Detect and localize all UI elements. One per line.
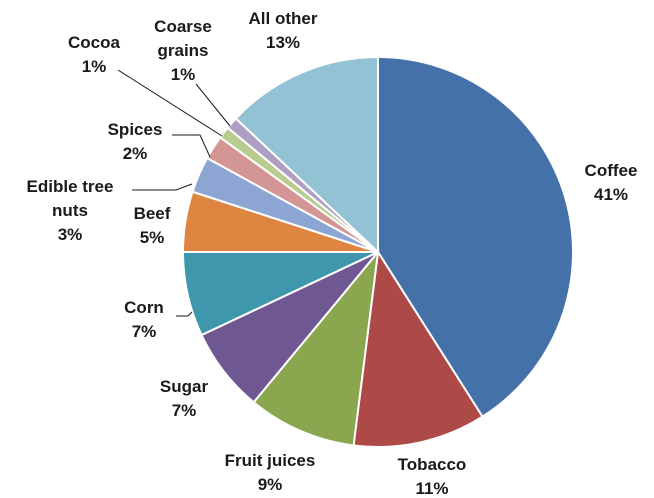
slice-name-label-all-other-0: All other <box>249 9 318 28</box>
leader-line-coarse-grains <box>195 83 231 127</box>
slice-name-label-corn-0: Corn <box>124 298 164 317</box>
pie-slice-fruit-juices <box>252 248 380 447</box>
leader-line-edible-tree-nuts <box>132 183 193 191</box>
slice-percent-label-coffee: 41% <box>594 185 628 204</box>
slice-percent-label-fruit-juices: 9% <box>258 475 283 494</box>
slice-name-label-edible-tree-nuts-0: Edible tree <box>27 177 114 196</box>
slice-name-label-cocoa-0: Cocoa <box>68 33 121 52</box>
slice-name-label-coarse-grains-0: Coarse <box>154 17 212 36</box>
slice-name-label-beef-0: Beef <box>134 204 171 223</box>
pie-slice-tobacco <box>352 249 484 448</box>
slice-percent-label-spices: 2% <box>123 144 148 163</box>
leader-line-corn <box>176 311 193 317</box>
slice-percent-label-edible-tree-nuts: 3% <box>58 225 83 244</box>
slices-layer <box>181 55 574 448</box>
slice-percent-label-cocoa: 1% <box>82 57 107 76</box>
slice-name-label-spices-0: Spices <box>108 120 163 139</box>
slice-name-label-fruit-juices-0: Fruit juices <box>225 451 316 470</box>
slice-percent-label-sugar: 7% <box>172 401 197 420</box>
slice-name-label-sugar-0: Sugar <box>160 377 209 396</box>
slice-name-label-coffee-0: Coffee <box>585 161 638 180</box>
slice-percent-label-all-other: 13% <box>266 33 300 52</box>
leader-line-cocoa <box>117 69 223 137</box>
slice-percent-label-coarse-grains: 1% <box>171 65 196 84</box>
leader-line-spices <box>172 134 211 158</box>
leader-lines-layer <box>117 69 231 317</box>
slice-name-label-coarse-grains-1: grains <box>157 41 208 60</box>
slice-percent-label-corn: 7% <box>132 322 157 341</box>
slice-name-label-edible-tree-nuts-1: nuts <box>52 201 88 220</box>
slice-percent-label-beef: 5% <box>140 228 165 247</box>
pie-slice-all-other <box>234 55 379 255</box>
pie-slice-coffee <box>377 55 574 419</box>
slice-name-label-tobacco-0: Tobacco <box>398 455 467 474</box>
slice-percent-label-tobacco: 11% <box>415 479 448 498</box>
labels-layer: Coffee 41% Tobacco 11% Fruit juices 9% Sugar 7%… <box>27 9 638 498</box>
